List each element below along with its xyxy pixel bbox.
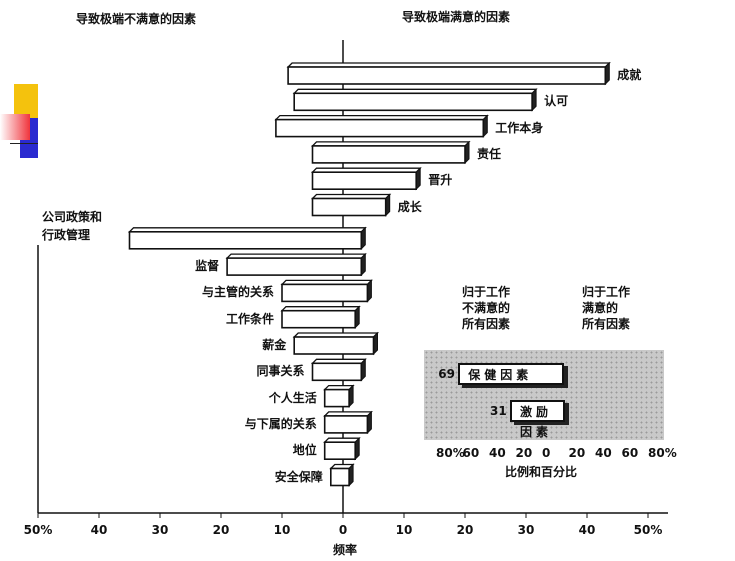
inset-tick-label: 80% — [648, 446, 677, 460]
inset-tick-label: 60 — [462, 446, 480, 460]
bar — [323, 388, 350, 408]
bar-label: 个人生活 — [268, 390, 317, 405]
bar-label: 认可 — [544, 94, 569, 109]
left-header: 导致极端不满意的因素 — [76, 12, 197, 26]
x-tick-label: 40 — [579, 523, 596, 537]
bar — [281, 309, 356, 329]
deco-red-square — [0, 114, 30, 140]
bar-label: 晋升 — [428, 173, 453, 188]
bar — [287, 66, 607, 85]
bar-label: 薪金 — [262, 338, 287, 352]
inset-bar: 激励因素 — [510, 400, 566, 439]
bar-label: 监督 — [195, 259, 220, 274]
bar — [293, 336, 375, 355]
x-tick-label: 40 — [91, 523, 108, 537]
bar — [311, 362, 363, 382]
x-tick-label: 30 — [152, 523, 169, 537]
bar-label: 同事关系 — [256, 364, 305, 379]
bar — [323, 415, 369, 434]
bar — [281, 283, 369, 303]
bar-label: 责任 — [477, 146, 502, 161]
bar-label: 成就 — [617, 68, 642, 82]
x-tick-label: 50% — [24, 523, 53, 537]
inset-tick-label: 40 — [595, 446, 612, 460]
x-tick-label: 20 — [457, 523, 474, 537]
deco-line — [10, 143, 38, 144]
x-tick-label: 10 — [396, 523, 413, 537]
inset-left-label: 归于工作 不满意的 所有因素 — [462, 285, 511, 331]
bar — [128, 231, 363, 250]
inset-tick-label: 40 — [489, 446, 506, 460]
bar-label: 成长 — [397, 199, 422, 214]
bar-label: 工作本身 — [495, 120, 544, 135]
inset-bar-value: 31 — [490, 404, 507, 418]
bar-label: 公司政策和 行政管理 — [42, 209, 103, 242]
bar — [275, 118, 485, 138]
inset-tick-label: 20 — [515, 446, 533, 460]
x-tick-label: 0 — [339, 523, 347, 537]
bar-label: 工作条件 — [225, 311, 274, 326]
x-tick-label: 30 — [518, 523, 535, 537]
bar — [293, 92, 533, 112]
inset-bar-value: 69 — [438, 367, 455, 381]
x-tick-label: 20 — [213, 523, 230, 537]
bar-label: 与下属的关系 — [244, 416, 317, 431]
bar-label: 安全保障 — [274, 469, 323, 484]
x-tick-label: 10 — [274, 523, 291, 537]
x-tick-label: 50% — [634, 523, 663, 537]
x-axis-label: 频率 — [333, 543, 358, 557]
bar — [311, 171, 417, 190]
bar — [323, 441, 357, 461]
inset-bar: 保健因素 — [458, 363, 564, 385]
bar — [329, 467, 350, 487]
bar — [311, 197, 387, 217]
inset-right-label: 归于工作 满意的 所有因素 — [582, 285, 631, 331]
bar — [311, 145, 466, 164]
inset-tick-label: 0 — [542, 446, 551, 460]
right-header: 导致极端满意的因素 — [402, 10, 511, 24]
inset-tick-label: 60 — [621, 446, 639, 460]
inset-tick-label: 80% — [436, 446, 465, 460]
bar-label: 与主管的关系 — [201, 285, 274, 300]
inset-tick-label: 20 — [568, 446, 586, 460]
bar — [226, 257, 363, 276]
inset-axis-label: 比例和百分比 — [505, 465, 578, 479]
bar-label: 地位 — [292, 443, 317, 458]
